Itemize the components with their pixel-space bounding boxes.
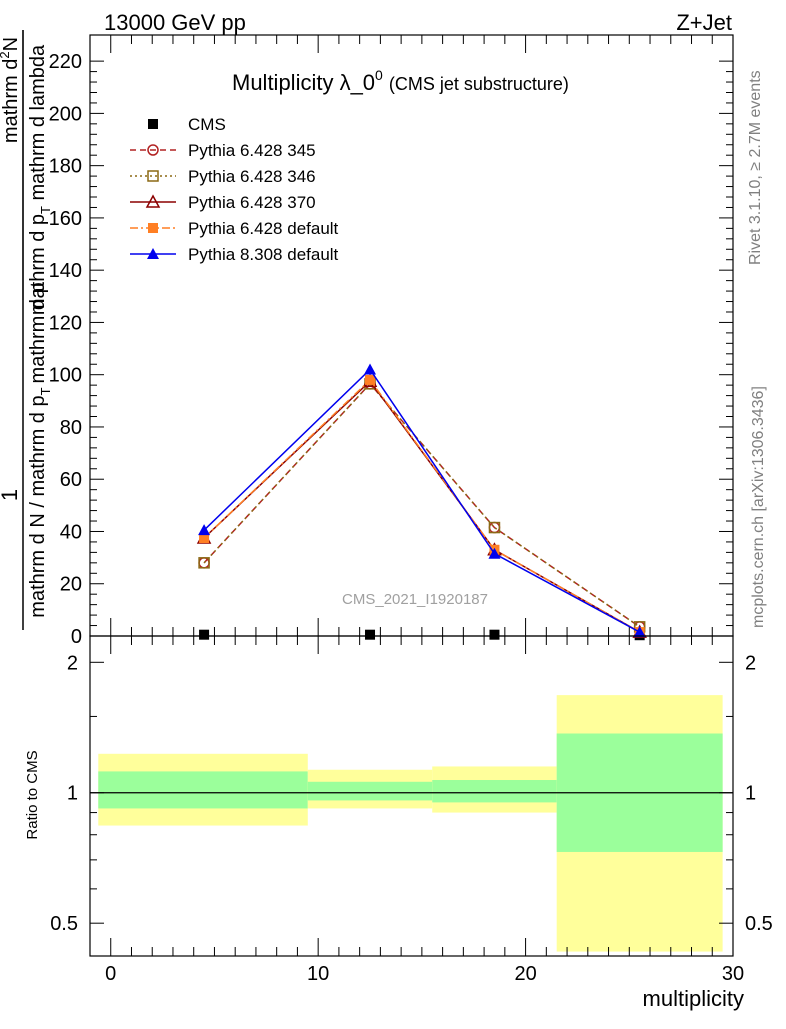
ylabel-outer-denominator: mathrm d N / mathrm d pTmathrm d p (27, 282, 53, 617)
ratio-band-inner-2 (432, 780, 557, 803)
main-ytick-label: 80 (60, 417, 82, 439)
legend-label-p6_default: Pythia 6.428 default (188, 219, 339, 238)
chart-title-sup: 0 (375, 67, 383, 83)
ratio-ytick-label-right: 1 (745, 783, 756, 805)
ratio-ytick-label-right: 0.5 (745, 913, 773, 935)
ylabel-num-bottom-tail: N (0, 37, 22, 51)
series-line-p6_345 (203, 382, 641, 628)
legend-label-p6_345: Pythia 6.428 345 (188, 141, 316, 160)
ylabel-den-top-sub: T (38, 387, 53, 395)
main-ytick-label: 0 (71, 626, 82, 648)
main-ytick-label: 200 (49, 103, 82, 125)
data-point-cms (199, 629, 210, 640)
ylabel-den-bottom-tail: mathrm d lambda (27, 44, 49, 206)
main-ytick-label: 120 (49, 312, 82, 334)
main-ylabel: 1 mathrm d N / mathrm d pTmathrm d p mat… (0, 30, 53, 630)
ylabel-num-bottom-sup: 2 (0, 51, 12, 58)
ylabel-den-top-tail: mathrm d p (27, 282, 49, 383)
series-line-p6_default (203, 378, 641, 633)
data-point-p8_default (488, 547, 501, 559)
main-frame (89, 34, 734, 637)
main-ytick-label: 160 (49, 208, 82, 230)
legend-marker-p6_345 (147, 144, 159, 156)
legend-marker-p6_370 (145, 194, 161, 208)
ratio-band-inner-1 (307, 781, 433, 801)
xtick-label: 10 (307, 963, 329, 985)
rivet-label: Rivet 3.1.10, ≥ 2.7M events (747, 70, 764, 265)
ratio-ytick-label-right: 2 (745, 652, 756, 674)
legend-marker-p6_default (148, 223, 158, 233)
xtick-label: 30 (722, 963, 744, 985)
data-point-cms (365, 629, 376, 640)
main-ytick-label: 140 (49, 260, 82, 282)
chart-title-sub: (CMS jet substructure) (389, 74, 569, 94)
data-point-p6_346 (488, 521, 501, 534)
main-panel: 0 20 40 60 80 100 120 140 160 180 200 220 CMS Pythia … (49, 34, 734, 648)
legend-label-p6_370: Pythia 6.428 370 (188, 193, 316, 212)
main-ytick-label: 20 (60, 574, 82, 596)
legend-marker-p8_default (147, 248, 159, 259)
main-ytick-label: 60 (60, 469, 82, 491)
analysis-id: CMS_2021_I1920187 (342, 591, 488, 608)
ylabel-inner-numerator: mathrm d2N (0, 37, 22, 143)
x-axis-label: multiplicity (643, 986, 744, 1011)
energy-label: 13000 GeV pp (104, 10, 246, 35)
ratio-ytick-label: 1 (67, 783, 78, 805)
ratio-band-inner-0 (98, 771, 308, 809)
chart-title: Multiplicity λ_00 (CMS jet substructure) (232, 67, 569, 95)
main-ytick-label: 180 (49, 156, 82, 178)
ylabel-outer-numerator: 1 (0, 489, 22, 501)
process-label: Z+Jet (676, 10, 732, 35)
ylabel-den-top: mathrm d N / mathrm d p (27, 395, 49, 617)
data-point-p6_default (199, 533, 210, 544)
series-line-p8_default (203, 368, 641, 633)
ylabel-num-bottom: mathrm d (0, 59, 22, 143)
data-point-p6_346 (198, 557, 210, 569)
legend-marker-p6_346 (147, 170, 159, 182)
legend-marker-cms (148, 119, 158, 129)
main-ytick-label: 40 (60, 521, 82, 543)
ratio-ytick-label: 2 (67, 652, 78, 674)
ratio-panel: 0 10 20 30 0.5 0.5 1 1 2 2 (50, 635, 773, 985)
legend-label-p6_346: Pythia 6.428 346 (188, 167, 316, 186)
ylabel-inner-denominator: mathrm d pT mathrm d lambda (27, 44, 53, 315)
ylabel-den-bottom-sub: T (38, 206, 53, 214)
ratio-ylabel: Ratio to CMS (24, 750, 41, 839)
ylabel-den-bottom: mathrm d p (27, 214, 49, 315)
data-point-p8_default (198, 524, 211, 536)
main-ytick-label: 220 (49, 51, 82, 73)
ratio-ytick-label: 0.5 (50, 913, 78, 935)
main-ytick-label: 100 (49, 365, 82, 387)
ratio-frame (89, 635, 734, 957)
data-point-p8_default (364, 363, 377, 375)
chart-title-main: Multiplicity λ_0 (232, 70, 375, 95)
data-point-cms (489, 629, 500, 640)
data-point-p6_default (365, 374, 376, 385)
source-label: mcplots.cern.ch [arXiv:1306.3436] (750, 386, 767, 628)
legend-label-cms: CMS (188, 115, 226, 134)
legend-label-p8_default: Pythia 8.308 default (188, 245, 339, 264)
xtick-label: 20 (514, 963, 536, 985)
data-point-p8_default (633, 626, 646, 638)
xtick-label: 0 (105, 963, 116, 985)
